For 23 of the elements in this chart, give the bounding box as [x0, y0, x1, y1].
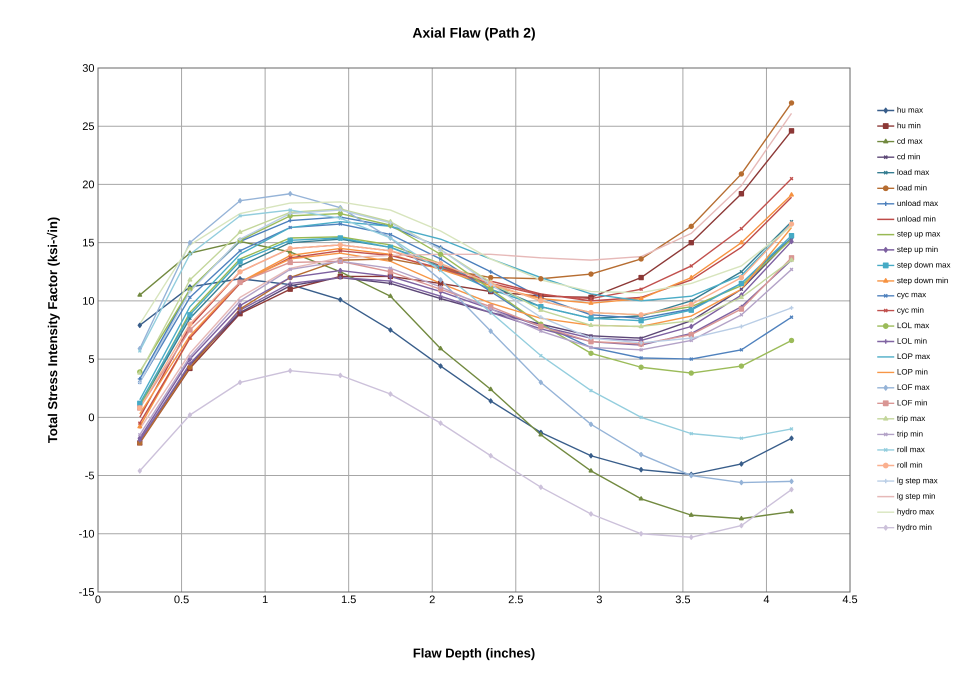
- x-tick-label: 3: [596, 596, 602, 604]
- y-axis-title: Total Stress Intensity Factor (ksi-√in): [46, 217, 60, 444]
- x-tick-label: 2.5: [508, 596, 523, 604]
- y-tick-label: -10: [79, 530, 94, 538]
- x-tick-label: 0.5: [174, 596, 189, 604]
- x-tick-label: 4.5: [842, 596, 858, 604]
- y-tick-label: -5: [85, 472, 94, 480]
- x-tick-label: 1: [262, 596, 268, 604]
- x-tick-label: 2: [430, 596, 435, 604]
- x-tick-label: 1.5: [342, 596, 356, 604]
- y-tick-label: 25: [82, 122, 94, 130]
- x-tick-label: 4: [764, 596, 770, 604]
- y-tick-label: 5: [88, 355, 94, 363]
- y-tick-label: 0: [88, 413, 94, 422]
- y-tick-label: 15: [83, 238, 94, 246]
- chart-title: Axial Flaw (Path 2): [412, 27, 535, 40]
- y-tick-label: 20: [82, 180, 94, 188]
- x-axis-title: Flaw Depth (inches): [414, 648, 535, 660]
- y-tick-label: -15: [79, 588, 94, 596]
- x-tick-label: 0: [95, 596, 101, 604]
- x-tick-label: 3.5: [676, 596, 690, 604]
- y-tick-label: 30: [82, 64, 94, 72]
- y-tick-label: 10: [83, 297, 94, 305]
